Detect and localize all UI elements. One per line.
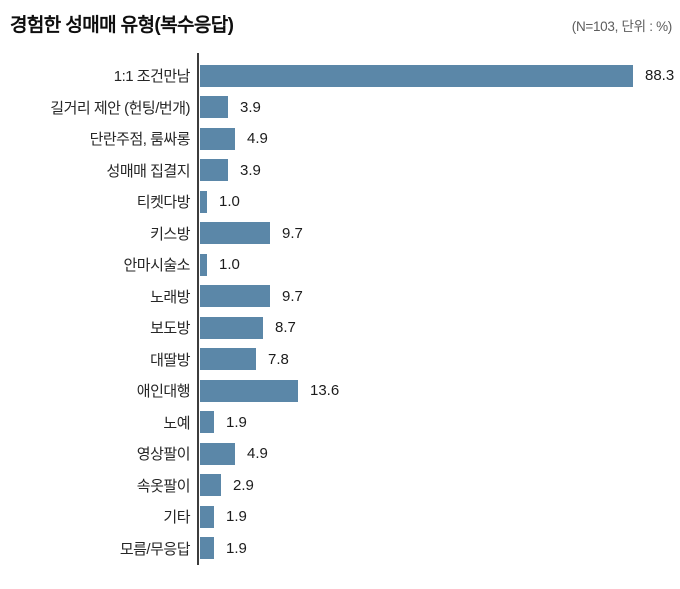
value-label: 3.9 <box>240 98 261 116</box>
bar <box>200 253 207 276</box>
bar <box>200 505 214 528</box>
bar <box>200 96 228 119</box>
bar <box>200 474 221 497</box>
category-label: 영상팔이 <box>136 446 191 464</box>
bar <box>200 379 298 402</box>
bar-row: 티켓다방 1.0 <box>0 186 680 218</box>
bar-row: 단란주점, 룸싸롱 4.9 <box>0 123 680 155</box>
sample-size-note: (N=103, 단위 : %) <box>571 19 673 34</box>
bar-row: 영상팔이 4.9 <box>0 438 680 470</box>
bar <box>200 222 270 245</box>
chart-header: 경험한 성매매 유형(복수응답) (N=103, 단위 : %) <box>10 10 672 37</box>
bar-row: 안마시술소 1.0 <box>0 249 680 281</box>
category-label: 대딸방 <box>150 351 190 369</box>
value-label: 2.9 <box>233 476 254 494</box>
value-label: 9.7 <box>282 287 303 305</box>
category-label: 모름/무응답 <box>119 540 191 558</box>
value-label: 8.7 <box>275 319 296 337</box>
value-label: 4.9 <box>247 445 268 463</box>
chart-title: 경험한 성매매 유형(복수응답) <box>10 15 234 36</box>
bar-row: 모름/무응답 1.9 <box>0 533 680 565</box>
bar <box>200 442 235 465</box>
bar-row: 애인대행 13.6 <box>0 375 680 407</box>
bar <box>200 348 256 371</box>
bar-row: 길거리 제안 (헌팅/번개) 3.9 <box>0 92 680 124</box>
value-label: 1.9 <box>226 508 247 526</box>
y-axis-line <box>197 53 199 565</box>
bar-row: 기타 1.9 <box>0 501 680 533</box>
bar <box>200 190 207 213</box>
category-label: 티켓다방 <box>136 194 191 212</box>
value-label: 1.0 <box>219 256 240 274</box>
category-label: 키스방 <box>150 225 190 243</box>
value-label: 4.9 <box>247 130 268 148</box>
value-label: 1.9 <box>226 413 247 431</box>
bar <box>200 537 214 560</box>
category-label: 안마시술소 <box>123 257 190 275</box>
value-label: 1.9 <box>226 539 247 557</box>
category-label: 속옷팔이 <box>136 477 191 495</box>
bar-row: 노래방 9.7 <box>0 281 680 313</box>
bar-row: 키스방 9.7 <box>0 218 680 250</box>
bar <box>200 159 228 182</box>
bar-row: 대딸방 7.8 <box>0 344 680 376</box>
category-label: 노예 <box>163 414 190 432</box>
value-label: 7.8 <box>268 350 289 368</box>
bar-row: 보도방 8.7 <box>0 312 680 344</box>
category-label: 1:1 조건만남 <box>113 68 191 86</box>
value-label: 88.3 <box>645 67 675 85</box>
bar-row: 1:1 조건만남 88.3 <box>0 60 680 92</box>
bar-row: 노예 1.9 <box>0 407 680 439</box>
value-label: 3.9 <box>240 161 261 179</box>
bar <box>200 411 214 434</box>
category-label: 길거리 제안 (헌팅/번개) <box>50 99 190 117</box>
bar <box>200 285 270 308</box>
category-label: 애인대행 <box>136 383 191 401</box>
bar <box>200 316 263 339</box>
category-label: 노래방 <box>150 288 190 306</box>
bar <box>200 64 633 87</box>
value-label: 1.0 <box>219 193 240 211</box>
bar <box>200 127 235 150</box>
bar-rows: 1:1 조건만남 88.3 길거리 제안 (헌팅/번개) 3.9 단란주점, 룸싸롱 4.… <box>0 60 680 564</box>
value-label: 9.7 <box>282 224 303 242</box>
value-label: 13.6 <box>310 382 340 400</box>
category-label: 기타 <box>163 509 190 527</box>
bar-row: 성매매 집결지 3.9 <box>0 155 680 187</box>
category-label: 단란주점, 룸싸롱 <box>89 131 191 149</box>
category-label: 보도방 <box>150 320 190 338</box>
category-label: 성매매 집결지 <box>106 162 191 180</box>
bar-row: 속옷팔이 2.9 <box>0 470 680 502</box>
